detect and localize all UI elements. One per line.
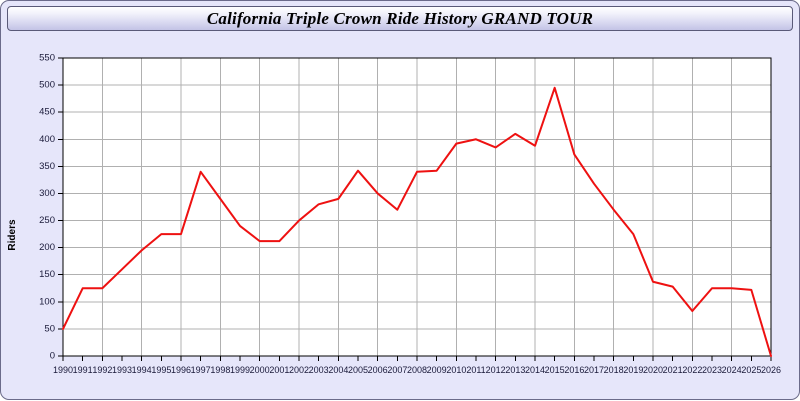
x-axis-tick-label: 2004 xyxy=(328,365,348,375)
x-axis-tick-label: 2021 xyxy=(663,365,683,375)
x-axis-tick-label: 1999 xyxy=(230,365,250,375)
y-axis-tick-label: 500 xyxy=(39,80,55,91)
x-axis-tick-label: 2019 xyxy=(623,365,643,375)
plot-area: 0 50 100 150 200 250 300 350 400 450 500 550 1990 19… xyxy=(1,35,800,401)
x-axis-tick-label: 2012 xyxy=(486,365,506,375)
y-axis-tick-label: 400 xyxy=(39,134,55,145)
x-axis-tick-label: 2020 xyxy=(643,365,663,375)
x-axis-tick-label: 2011 xyxy=(466,365,485,375)
y-axis-tick-label: 50 xyxy=(44,323,55,334)
x-axis-tick-label: 1992 xyxy=(92,365,112,375)
x-axis-ticks-group: 1990 1991 1992 1993 1994 1995 1996 1997 1998 1999… xyxy=(53,356,781,375)
x-axis-tick-label: 2005 xyxy=(348,365,368,375)
y-axis-tick-label: 150 xyxy=(39,269,55,280)
gridlines-group xyxy=(63,57,772,356)
x-axis-tick-label: 2007 xyxy=(387,365,407,375)
y-axis-ticks-group: 0 50 100 150 200 250 300 350 400 450 500 550 xyxy=(39,53,63,362)
plot-frame xyxy=(62,57,772,357)
x-axis-tick-label: 2024 xyxy=(722,365,742,375)
series-line-riders xyxy=(62,86,772,357)
x-axis-tick-label: 2014 xyxy=(525,365,545,375)
y-axis-tick-label: 300 xyxy=(39,188,55,199)
x-axis-tick-label: 2010 xyxy=(446,365,466,375)
x-axis-tick-label: 2013 xyxy=(505,365,525,375)
x-axis-tick-label: 1990 xyxy=(53,365,73,375)
x-axis-tick-label: 1995 xyxy=(151,365,171,375)
x-axis-tick-label: 1994 xyxy=(132,365,152,375)
x-axis-tick-label: 2008 xyxy=(407,365,427,375)
x-axis-tick-label: 2025 xyxy=(741,365,761,375)
y-axis-label: Riders xyxy=(7,219,18,251)
x-axis-tick-label: 2026 xyxy=(761,365,781,375)
x-axis-tick-label: 2015 xyxy=(545,365,565,375)
x-axis-tick-label: 2001 xyxy=(269,365,289,375)
x-axis-tick-label: 2003 xyxy=(309,365,329,375)
x-axis-tick-label: 2022 xyxy=(682,365,702,375)
x-axis-tick-label: 2018 xyxy=(604,365,624,375)
y-axis-tick-label: 350 xyxy=(39,161,55,172)
x-axis-tick-label: 2009 xyxy=(427,365,447,375)
x-axis-tick-label: 1991 xyxy=(73,365,93,375)
x-axis-tick-label: 2016 xyxy=(564,365,584,375)
axes-group xyxy=(62,57,772,357)
y-axis-tick-label: 0 xyxy=(50,351,55,362)
x-axis-tick-label: 1996 xyxy=(171,365,191,375)
x-axis-tick-label: 2023 xyxy=(702,365,722,375)
x-axis-tick-label: 1998 xyxy=(210,365,230,375)
page-title: California Triple Crown Ride History GRA… xyxy=(206,8,594,28)
x-axis-tick-label: 1997 xyxy=(191,365,211,375)
y-axis-tick-label: 200 xyxy=(39,242,55,253)
x-axis-tick-label: 2000 xyxy=(250,365,270,375)
y-axis-tick-label: 550 xyxy=(39,53,55,64)
x-axis-tick-label: 2002 xyxy=(289,365,309,375)
y-axis-tick-label: 450 xyxy=(39,107,55,118)
x-axis-tick-label: 2017 xyxy=(584,365,604,375)
data-series-group xyxy=(62,86,772,357)
x-axis-tick-label: 2006 xyxy=(368,365,388,375)
y-axis-tick-label: 100 xyxy=(39,296,55,307)
chart-title-bar: California Triple Crown Ride History GRA… xyxy=(7,6,793,31)
y-axis-tick-label: 250 xyxy=(39,215,55,226)
x-axis-tick-label: 1993 xyxy=(112,365,132,375)
